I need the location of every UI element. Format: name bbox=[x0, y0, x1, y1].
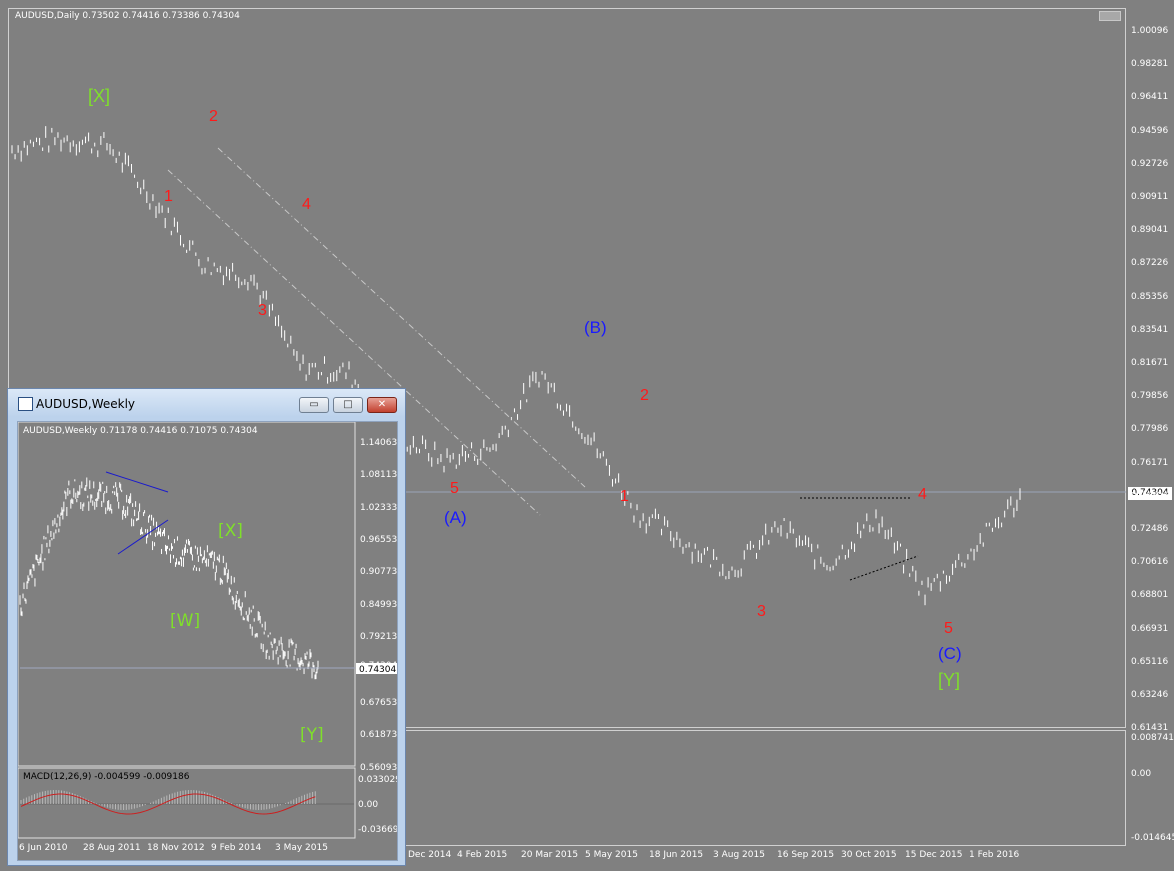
weekly-price-tick-label: 0.96553 bbox=[360, 535, 397, 545]
time-tick-label: 16 Sep 2015 bbox=[777, 850, 835, 860]
time-tick-label: 5 May 2015 bbox=[585, 850, 638, 860]
price-tick-label: 0.79856 bbox=[1131, 391, 1169, 402]
weekly-price-tick-label: 0.79213 bbox=[360, 632, 397, 642]
price-tick-label: 0.70616 bbox=[1131, 557, 1169, 568]
macd-tick-label: 0.00 bbox=[1131, 769, 1152, 779]
wave-label: 1 bbox=[620, 488, 629, 505]
minimize-button[interactable]: ▭ bbox=[299, 397, 329, 413]
window-titlebar[interactable]: AUDUSD,Weekly ▭ □ ✕ bbox=[8, 389, 405, 417]
price-tick-label: 0.83541 bbox=[1131, 324, 1169, 335]
price-tick-label: 0.87226 bbox=[1131, 258, 1169, 269]
weekly-macd-tick-label: 0.00 bbox=[358, 800, 378, 810]
weekly-price-tag-label: 0.74304 bbox=[359, 665, 396, 675]
price-tick-label: 0.81671 bbox=[1131, 358, 1169, 368]
weekly-macd-tick-label: 0.033029 bbox=[358, 775, 397, 785]
weekly-time-tick-label: 6 Jun 2010 bbox=[19, 843, 68, 853]
weekly-price-pane bbox=[18, 422, 356, 767]
price-tick-label: 0.96411 bbox=[1131, 92, 1169, 103]
price-tick-label: 0.61431 bbox=[1131, 723, 1169, 734]
trend-channel bbox=[167, 147, 586, 516]
price-tick-label: 0.85356 bbox=[1131, 291, 1169, 302]
time-tick-label: 1 Feb 2016 bbox=[969, 850, 1020, 860]
price-tick-label: 0.77986 bbox=[1131, 424, 1169, 435]
macd-tick-label: 0.008741 bbox=[1131, 733, 1174, 743]
weekly-time-tick-label: 9 Feb 2014 bbox=[211, 843, 262, 853]
weekly-price-tag bbox=[356, 663, 397, 674]
wave-label: (A) bbox=[444, 508, 467, 527]
chart-icon bbox=[18, 397, 33, 411]
time-tick-label: 20 Mar 2015 bbox=[521, 850, 579, 860]
weekly-price-tick-label: 0.90773 bbox=[360, 567, 397, 577]
price-tick-label: 0.74304 bbox=[1131, 490, 1169, 501]
weekly-time-tick-label: 18 Nov 2012 bbox=[147, 843, 205, 853]
macd-tick-label: -0.014645 bbox=[1131, 833, 1174, 843]
wave-label: 4 bbox=[302, 196, 311, 213]
weekly-wave-label: [X] bbox=[218, 521, 243, 541]
price-tick-label: 1.00096 bbox=[1131, 26, 1169, 36]
window-title: AUDUSD,Weekly bbox=[36, 397, 135, 411]
wave-label: (B) bbox=[584, 318, 607, 337]
weekly-macd-header: MACD(12,26,9) -0.004599 -0.009186 bbox=[23, 772, 190, 782]
price-tick-label: 0.98281 bbox=[1131, 59, 1169, 70]
weekly-price-tick-label: 0.56093 bbox=[360, 763, 397, 773]
time-tick-label: 15 Dec 2015 bbox=[905, 850, 963, 860]
weekly-time-tick-label: 3 May 2015 bbox=[275, 843, 328, 853]
wave-label: 4 bbox=[918, 486, 927, 503]
weekly-wave-label: [Y] bbox=[300, 725, 324, 745]
weekly-price-tick-label: 0.84993 bbox=[360, 600, 397, 610]
weekly-triangle-lower bbox=[117, 519, 169, 555]
wave-label: 3 bbox=[258, 302, 267, 319]
time-tick-label: 4 Feb 2015 bbox=[457, 850, 508, 860]
weekly-price-tick-label: 0.67653 bbox=[360, 698, 397, 708]
price-tick-label: 0.68801 bbox=[1131, 590, 1169, 601]
price-tick-label: 0.94596 bbox=[1131, 125, 1169, 136]
wave-label: 2 bbox=[640, 387, 649, 404]
weekly-chart-area[interactable]: AUDUSD,Weekly 0.71178 0.74416 0.71075 0.… bbox=[17, 421, 398, 861]
weekly-wave-label: [W] bbox=[170, 611, 200, 631]
maximize-button[interactable]: □ bbox=[333, 397, 363, 413]
chart-header: AUDUSD,Daily 0.73502 0.74416 0.73386 0.7… bbox=[15, 11, 240, 21]
price-tick-label: 0.76171 bbox=[1131, 457, 1169, 468]
time-tick-label: 30 Oct 2015 bbox=[841, 850, 897, 860]
weekly-macd-tick-label: -0.036699 bbox=[358, 825, 397, 835]
weekly-chart-header: AUDUSD,Weekly 0.71178 0.74416 0.71075 0.… bbox=[23, 426, 258, 436]
price-tick-label: 0.63246 bbox=[1131, 690, 1169, 700]
time-tick-label: Dec 2014 bbox=[408, 850, 452, 860]
wave-label: 3 bbox=[757, 603, 766, 620]
weekly-chart-canvas: AUDUSD,Weekly 0.71178 0.74416 0.71075 0.… bbox=[18, 422, 397, 853]
wave-label: (C) bbox=[938, 644, 962, 663]
time-tick-label: 18 Jun 2015 bbox=[649, 850, 704, 860]
close-button[interactable]: ✕ bbox=[367, 397, 397, 413]
price-tick-label: 0.66931 bbox=[1131, 623, 1169, 634]
channel-upper-line bbox=[217, 147, 586, 488]
weekly-chart-window[interactable]: AUDUSD,Weekly ▭ □ ✕ AUDUSD,Weekly 0.7117… bbox=[7, 388, 406, 866]
weekly-price-tick-label: 1.02333 bbox=[360, 503, 397, 513]
triangle-lines bbox=[800, 497, 919, 581]
weekly-price-bars bbox=[19, 477, 319, 680]
weekly-price-tick-label: 1.08113 bbox=[360, 470, 397, 480]
time-tick-label: 3 Aug 2015 bbox=[713, 850, 765, 860]
price-tick-label: 0.72486 bbox=[1131, 524, 1169, 534]
weekly-macd-signal-line bbox=[20, 793, 316, 815]
current-price-tag: 0.74304 bbox=[1128, 487, 1172, 500]
wave-label: [Y] bbox=[938, 670, 961, 690]
wave-label: 2 bbox=[209, 108, 218, 125]
weekly-time-tick-label: 28 Aug 2011 bbox=[83, 843, 141, 853]
price-tick-label: 0.65116 bbox=[1131, 656, 1169, 667]
price-tick-label: 0.90911 bbox=[1131, 192, 1169, 202]
wave-label: 5 bbox=[450, 480, 459, 497]
weekly-triangle-upper bbox=[105, 471, 169, 493]
wave-label: 5 bbox=[944, 620, 953, 637]
wave-label: 1 bbox=[164, 188, 173, 205]
chart-window-control[interactable] bbox=[1099, 11, 1121, 21]
weekly-price-tick-label: 0.61873 bbox=[360, 730, 397, 740]
price-tick-label: 0.89041 bbox=[1131, 225, 1169, 236]
weekly-price-tick-label: 1.14063 bbox=[360, 438, 397, 448]
price-tick-label: 0.92726 bbox=[1131, 158, 1169, 169]
triangle-lower-line bbox=[849, 555, 919, 581]
wave-label: [X] bbox=[88, 86, 111, 106]
